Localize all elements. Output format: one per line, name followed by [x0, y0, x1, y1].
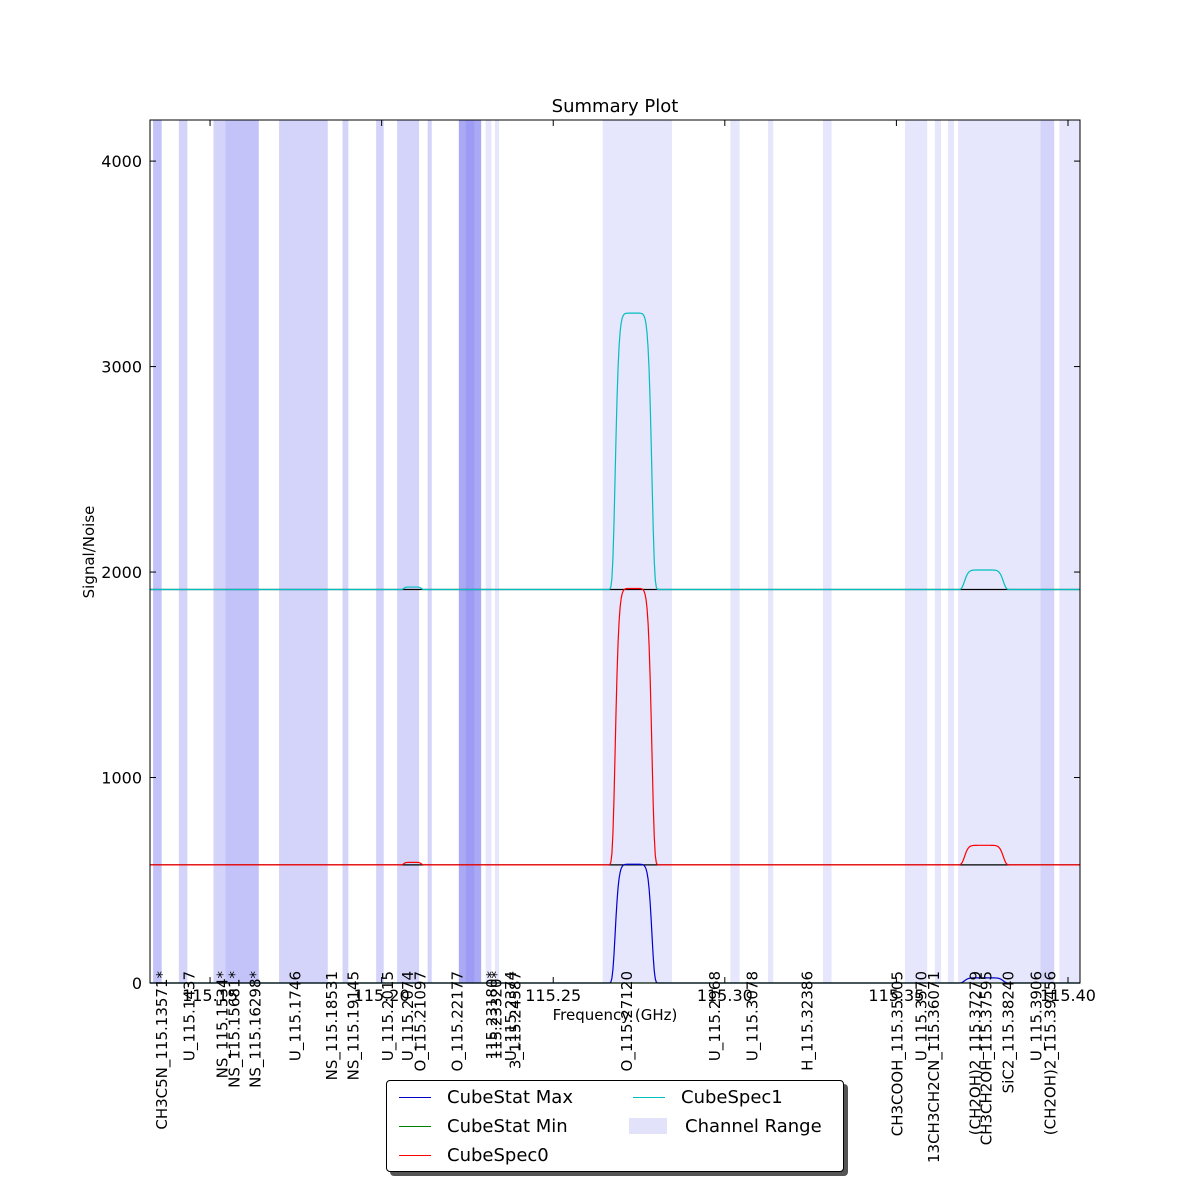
legend-label: CubeStat Max — [447, 1086, 573, 1108]
line-label: NS_115.1534* — [214, 971, 233, 1079]
channel-range-band — [934, 120, 942, 983]
channel-range-band — [904, 120, 928, 983]
line-label: 13CH3CH2CN_115.36071 — [925, 971, 944, 1163]
line-label: SiC2_115.38240 — [1000, 971, 1019, 1093]
line-label: NS_115.16298* — [247, 971, 266, 1088]
legend-swatch — [633, 1096, 665, 1098]
channel-range-band — [494, 120, 500, 983]
line-label: U_115.1437 — [180, 971, 199, 1061]
line-label: U_115.3570 — [912, 971, 931, 1061]
channel-range-band — [822, 120, 832, 983]
channel-range-band — [1059, 120, 1080, 983]
channel-range-band — [602, 120, 672, 983]
x-tick-label: 115.35 — [868, 986, 924, 1005]
line-label: NS_115.18531 — [323, 971, 342, 1080]
legend-label: Channel Range — [685, 1115, 822, 1137]
line-label: 3_115.24587 — [507, 971, 526, 1069]
legend-item-cubespec0: CubeSpec0 — [399, 1142, 549, 1168]
legend-swatch — [399, 1154, 431, 1156]
x-tick-label: 115.15 — [182, 986, 238, 1005]
chart-legend: CubeStat Max CubeStat Min CubeSpec0 Cube… — [386, 1080, 844, 1172]
legend-item-cubestat-max: CubeStat Max — [399, 1084, 573, 1110]
line-label: U_115.3078 — [744, 971, 763, 1061]
channel-range-band — [947, 120, 955, 983]
line-label: U_115.1746 — [287, 971, 306, 1061]
line-label: (CH2OH)2_115.39456 — [1041, 971, 1060, 1135]
plot-frame — [149, 119, 1081, 984]
y-axis-label: Signal/Noise — [80, 506, 98, 599]
line-label: CH3COOH_115.35005 — [889, 971, 908, 1136]
channel-range-band — [376, 120, 384, 983]
x-axis-label: Frequency (GHz) — [553, 1006, 678, 1024]
line-label: O_115.22177 — [448, 971, 467, 1071]
chart-title: Summary Plot — [552, 96, 679, 117]
line-label: 115.23180* — [483, 971, 501, 1060]
line-label: U_115.3906 — [1028, 971, 1047, 1061]
line-label: U_115.2968 — [706, 971, 725, 1061]
line-label: O_115.27120 — [618, 971, 637, 1071]
channel-range-band — [1040, 120, 1055, 983]
legend-swatch — [629, 1118, 667, 1134]
y-axis-ticks: 0 1000 2000 3000 4000 — [101, 152, 1080, 993]
channel-range-band — [427, 120, 432, 983]
x-tick-label: 115.25 — [525, 986, 581, 1005]
channel-range-band — [225, 120, 259, 983]
legend-item-cubestat-min: CubeStat Min — [399, 1113, 568, 1139]
channel-range-band — [730, 120, 740, 983]
line-label: U_115.2074 — [399, 971, 418, 1061]
legend-label: CubeSpec1 — [681, 1086, 783, 1108]
channel-range-band — [958, 120, 1041, 983]
channel-range-band — [342, 120, 349, 983]
line-label: H_115.32386 — [799, 971, 818, 1071]
series-line-cubespec1 — [150, 312, 1080, 591]
channel-range-band — [178, 120, 188, 983]
legend-item-cubespec1: CubeSpec1 — [633, 1084, 783, 1110]
series-line-cubespec0 — [150, 587, 1080, 866]
channel-range-band — [153, 120, 162, 983]
line-label: U_115.2374 — [502, 971, 521, 1061]
legend-item-channel-range: Channel Range — [629, 1113, 822, 1139]
y-tick-label: 4000 — [101, 152, 142, 171]
line-label: NS_115.15681* — [225, 971, 244, 1088]
channel-ranges — [153, 120, 1080, 983]
line-label: CH3C5N_115.13571* — [153, 971, 172, 1130]
line-label: CH3CH2OH_115.37595 — [978, 971, 997, 1145]
channel-range-band — [279, 120, 328, 983]
channel-range-band — [485, 120, 492, 983]
legend-swatch — [399, 1125, 431, 1127]
legend-swatch — [399, 1096, 431, 1098]
channel-range-band — [768, 120, 774, 983]
y-tick-label: 3000 — [101, 358, 142, 377]
y-tick-label: 1000 — [101, 769, 142, 788]
x-tick-label: 115.40 — [1040, 986, 1096, 1005]
x-axis-ticks: 115.15 115.20 115.25 115.30 115.35 115.40 — [182, 120, 1096, 1005]
line-label: 115.23320* — [488, 971, 506, 1060]
line-labels: CH3C5N_115.13571* U_115.1437 NS_115.1534*N… — [153, 971, 1060, 1163]
channel-range-band — [465, 120, 475, 983]
legend-label: CubeStat Min — [447, 1115, 568, 1137]
channel-range-band — [213, 120, 226, 983]
channel-range-band — [397, 120, 420, 983]
x-tick-label: 115.20 — [354, 986, 410, 1005]
x-tick-label: 115.30 — [697, 986, 753, 1005]
line-label: NS_115.19145 — [344, 971, 363, 1080]
line-label: O_115.21097 — [411, 971, 430, 1071]
line-label: (CH2OH)2_115.37279 — [967, 971, 986, 1135]
y-tick-label: 0 — [132, 974, 142, 993]
line-label: U_115.2015 — [379, 971, 398, 1061]
y-tick-label: 2000 — [101, 563, 142, 582]
legend-label: CubeSpec0 — [447, 1144, 549, 1166]
